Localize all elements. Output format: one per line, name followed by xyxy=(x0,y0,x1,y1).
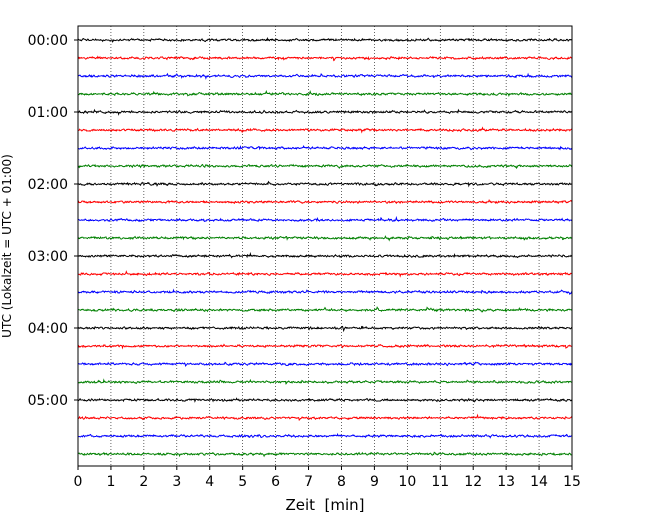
trace-0000 xyxy=(77,36,573,43)
trace-0045 xyxy=(77,89,573,98)
y-tick-label-04:00: 04:00 xyxy=(28,321,68,337)
trace-0300 xyxy=(77,251,573,259)
x-tick-label-4: 4 xyxy=(205,474,214,490)
trace-0415 xyxy=(77,343,573,350)
x-tick-label-6: 6 xyxy=(271,474,280,490)
trace-0430 xyxy=(77,361,573,368)
x-tick-label-13: 13 xyxy=(497,474,515,490)
x-tick-label-14: 14 xyxy=(530,474,548,490)
x-tick-label-10: 10 xyxy=(398,474,416,490)
x-tick-label-8: 8 xyxy=(337,474,346,490)
y-tick-label-00:00: 00:00 xyxy=(28,33,68,49)
x-tick-label-11: 11 xyxy=(431,474,449,490)
grid-lines xyxy=(110,26,540,466)
trace-0515 xyxy=(77,413,573,421)
y-tick-label-01:00: 01:00 xyxy=(28,105,68,121)
x-tick-label-9: 9 xyxy=(370,474,379,490)
plot-area-frame xyxy=(77,25,573,467)
trace-0115 xyxy=(77,126,573,134)
x-axis-ticks: 0 1 2 3 4 5 6 7 8 9 10 11 12 13 14 15 xyxy=(74,466,581,490)
x-tick-label-1: 1 xyxy=(106,474,115,490)
trace-0100 xyxy=(77,108,573,116)
x-tick-label-5: 5 xyxy=(238,474,247,490)
trace-0230 xyxy=(77,215,573,223)
x-tick-label-2: 2 xyxy=(139,474,148,490)
x-tick-label-15: 15 xyxy=(563,474,581,490)
trace-0345 xyxy=(77,306,573,313)
trace-0500 xyxy=(77,397,573,403)
x-tick-label-3: 3 xyxy=(172,474,181,490)
y-tick-label-02:00: 02:00 xyxy=(28,177,68,193)
trace-0015 xyxy=(77,55,573,62)
trace-0145 xyxy=(77,163,573,170)
trace-0200 xyxy=(77,180,573,188)
trace-0315 xyxy=(77,270,573,278)
trace-0400 xyxy=(77,325,573,333)
trace-0215 xyxy=(77,199,573,205)
trace-0030 xyxy=(77,72,573,80)
trace-0245 xyxy=(77,235,573,242)
y-tick-label-03:00: 03:00 xyxy=(28,249,68,265)
seismogram-traces xyxy=(77,36,573,458)
trace-0130 xyxy=(77,145,573,151)
x-tick-label-0: 0 xyxy=(74,474,83,490)
x-tick-label-7: 7 xyxy=(304,474,313,490)
y-axis-ticks: 00:00 01:00 02:00 03:00 04:00 05:00 xyxy=(28,33,78,409)
trace-0545 xyxy=(77,451,573,458)
trace-0445 xyxy=(77,378,573,385)
trace-0330 xyxy=(77,288,573,296)
y-tick-label-05:00: 05:00 xyxy=(28,393,68,409)
x-axis-label: Zeit [min] xyxy=(285,496,364,514)
y-axis-label: UTC (Lokalzeit = UTC + 01:00) xyxy=(0,154,14,338)
x-tick-label-12: 12 xyxy=(464,474,482,490)
trace-0530 xyxy=(77,432,573,439)
